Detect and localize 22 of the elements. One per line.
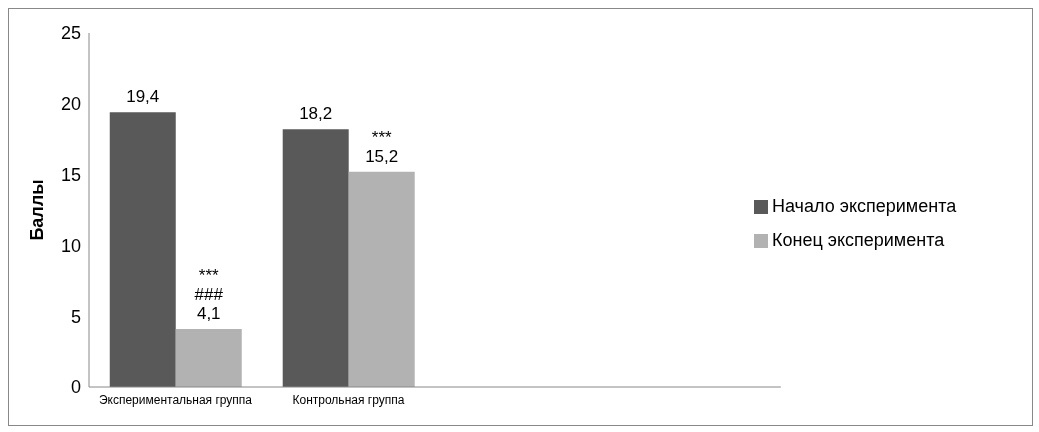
y-tick-label: 0 (70, 377, 81, 398)
data-label: 18,2 (299, 104, 333, 124)
bar (282, 129, 349, 387)
y-tick-label: 5 (70, 306, 81, 327)
annotation: *** (371, 127, 393, 147)
y-tick-label: 25 (60, 23, 81, 44)
y-axis-title: Баллы (27, 179, 48, 241)
annotation: ### (194, 284, 224, 304)
bar (109, 112, 176, 387)
bar (175, 328, 242, 387)
legend-label: Начало эксперимента (772, 196, 957, 216)
x-tick-label: Экспериментальная группа (98, 392, 253, 407)
legend-label: Конец эксперимента (772, 230, 945, 250)
y-tick-label: 20 (60, 94, 81, 115)
data-label: 15,2 (365, 146, 399, 166)
bar (348, 171, 415, 387)
y-tick-label: 10 (60, 235, 81, 256)
annotation: *** (198, 265, 220, 285)
y-tick-label: 15 (60, 164, 81, 185)
data-label: 19,4 (126, 87, 160, 107)
x-tick-label: Контрольная группа (292, 392, 405, 407)
data-label: 4,1 (196, 303, 221, 323)
